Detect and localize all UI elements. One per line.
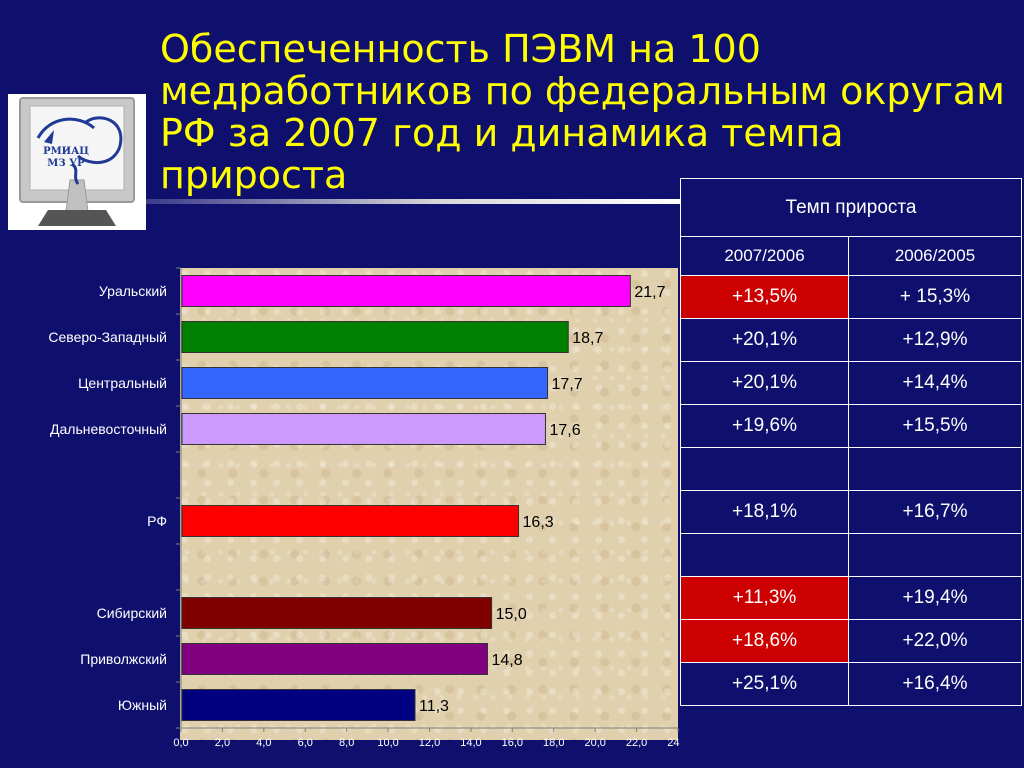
growth-2006-2005-cell: +12,9% xyxy=(848,318,1022,362)
data-label: 18,7 xyxy=(572,330,603,347)
growth-2006-2005-cell: +15,5% xyxy=(848,404,1022,448)
growth-2007-2006-cell: +19,6% xyxy=(680,404,849,448)
category-label: РФ xyxy=(147,513,167,529)
x-tick-label: 22,0 xyxy=(626,737,647,749)
bar-chart: Уральский 21,7 Северо-Западный 18,7 Централь… xyxy=(48,267,680,749)
page-title: Обеспеченность ПЭВМ на 100 медработников… xyxy=(160,27,1005,197)
table-row xyxy=(680,447,1022,491)
data-label: 17,7 xyxy=(552,376,583,393)
category-label: Южный xyxy=(118,697,167,713)
data-label: 11,3 xyxy=(419,698,449,715)
bar xyxy=(181,321,569,353)
table-row: +20,1% +14,4% xyxy=(680,361,1022,405)
category-label: Приволжский xyxy=(80,651,167,667)
x-tick-label: 2,0 xyxy=(215,737,230,749)
data-label: 14,8 xyxy=(491,652,522,669)
logo-monitor-icon xyxy=(19,97,135,226)
logo-text-line2: МЗ УР xyxy=(47,158,85,169)
x-tick-label: 8,0 xyxy=(339,737,354,749)
growth-2007-2006-cell: +13,5% xyxy=(680,275,849,319)
category-label: Центральный xyxy=(78,375,167,391)
table-row: +20,1% +12,9% xyxy=(680,318,1022,362)
bar xyxy=(181,643,488,675)
data-label: 21,7 xyxy=(634,284,665,301)
table-column-header: 2007/2006 xyxy=(680,236,849,276)
table-row: +18,6% +22,0% xyxy=(680,619,1022,663)
bar xyxy=(181,689,416,721)
table-row: +25,1% +16,4% xyxy=(680,662,1022,706)
data-label: 16,3 xyxy=(523,514,554,531)
x-tick-label: 24,0 xyxy=(667,737,680,749)
growth-2006-2005-cell: +16,4% xyxy=(848,662,1022,706)
growth-2006-2005-cell: +16,7% xyxy=(848,490,1022,534)
category-label: Дальневосточный xyxy=(50,421,167,437)
bar xyxy=(181,367,549,399)
x-tick-label: 0,0 xyxy=(173,737,188,749)
x-tick-label: 10,0 xyxy=(377,737,398,749)
growth-2007-2006-cell xyxy=(680,533,849,577)
growth-2006-2005-cell xyxy=(848,533,1022,577)
growth-2007-2006-cell: +25,1% xyxy=(680,662,849,706)
growth-2006-2005-cell: + 15,3% xyxy=(848,275,1022,319)
table-row: +11,3% +19,4% xyxy=(680,576,1022,620)
x-tick-label: 6,0 xyxy=(298,737,313,749)
bar xyxy=(181,505,520,537)
bar xyxy=(181,597,493,629)
bar xyxy=(181,413,546,445)
divider-rule xyxy=(146,199,680,204)
category-label: Северо-Западный xyxy=(48,329,167,345)
table-row: +18,1% +16,7% xyxy=(680,490,1022,534)
table-row: +19,6% +15,5% xyxy=(680,404,1022,448)
logo: РМИАЦ МЗ УР xyxy=(8,94,146,230)
x-tick-label: 14,0 xyxy=(460,737,481,749)
growth-2007-2006-cell: +20,1% xyxy=(680,361,849,405)
growth-2007-2006-cell: +11,3% xyxy=(680,576,849,620)
data-label: 17,6 xyxy=(549,422,580,439)
x-tick-label: 18,0 xyxy=(543,737,564,749)
data-label: 15,0 xyxy=(496,606,527,623)
x-tick-label: 16,0 xyxy=(502,737,523,749)
table-row: +13,5% + 15,3% xyxy=(680,275,1022,319)
growth-2007-2006-cell xyxy=(680,447,849,491)
growth-2007-2006-cell: +18,1% xyxy=(680,490,849,534)
growth-2006-2005-cell xyxy=(848,447,1022,491)
category-label: Сибирский xyxy=(97,605,167,621)
growth-2006-2005-cell: +22,0% xyxy=(848,619,1022,663)
table-column-header: 2006/2005 xyxy=(848,236,1022,276)
x-tick-label: 20,0 xyxy=(584,737,605,749)
table-row xyxy=(680,533,1022,577)
x-tick-label: 12,0 xyxy=(419,737,440,749)
x-tick-label: 4,0 xyxy=(256,737,271,749)
logo-text-line1: РМИАЦ xyxy=(43,146,89,157)
growth-2006-2005-cell: +19,4% xyxy=(848,576,1022,620)
table-header-title: Темп прироста xyxy=(680,178,1022,237)
growth-2007-2006-cell: +20,1% xyxy=(680,318,849,362)
category-label: Уральский xyxy=(99,283,167,299)
bar xyxy=(181,275,631,307)
growth-2006-2005-cell: +14,4% xyxy=(848,361,1022,405)
growth-2007-2006-cell: +18,6% xyxy=(680,619,849,663)
growth-rate-table: Темп прироста 2007/2006 2006/2005 +13,5%… xyxy=(680,178,1022,706)
